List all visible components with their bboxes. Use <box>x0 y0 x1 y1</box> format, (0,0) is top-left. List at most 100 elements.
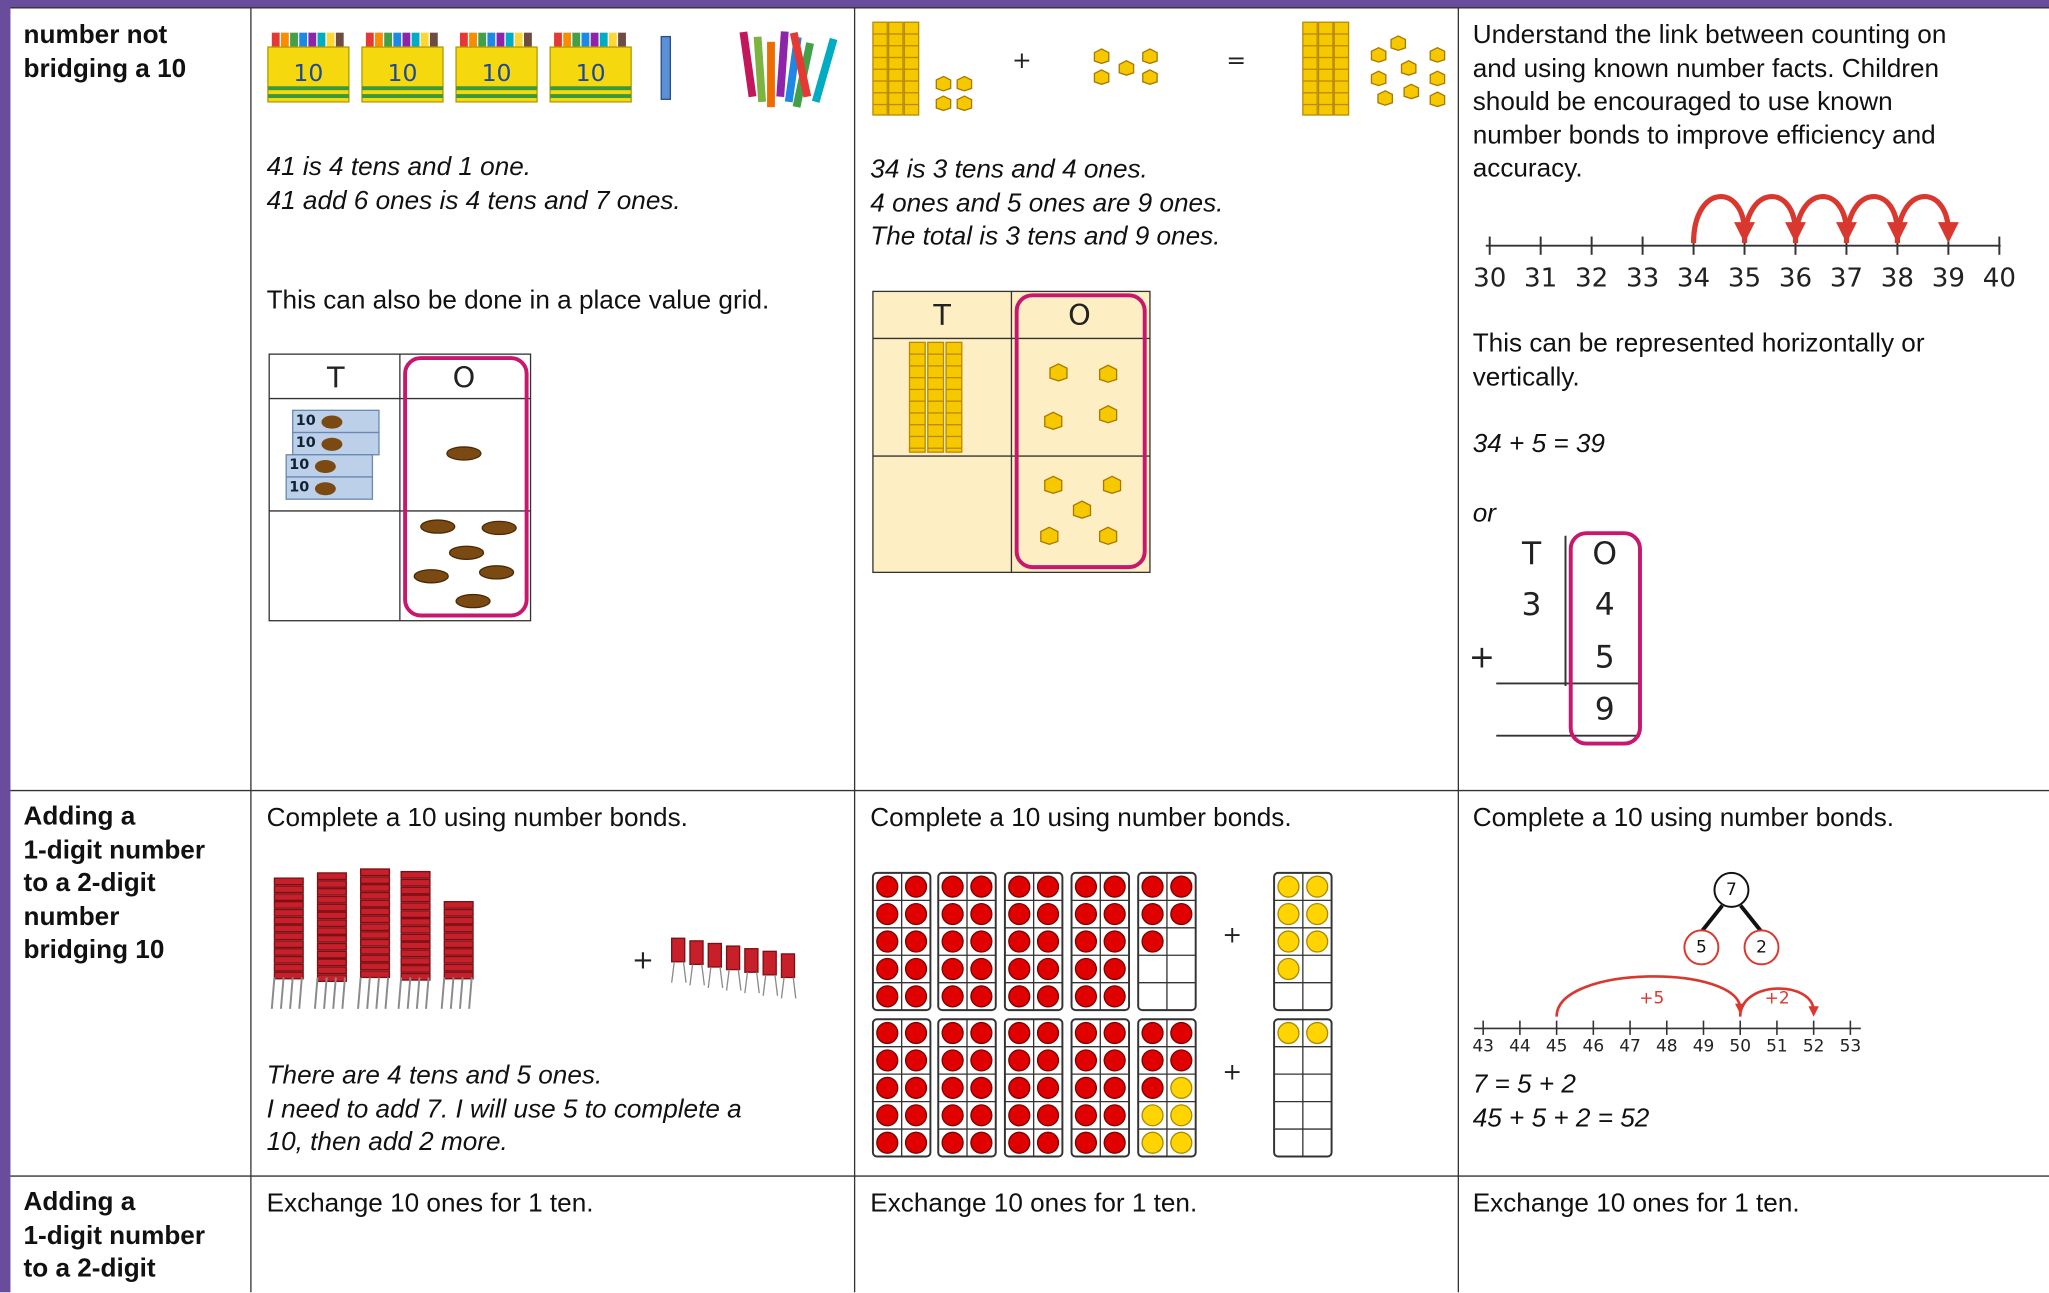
chair-back <box>273 948 304 956</box>
counter <box>1008 985 1031 1008</box>
number-label: 38 <box>1881 263 1914 293</box>
number-label: 32 <box>1575 263 1608 293</box>
chair-leg <box>792 977 797 999</box>
chair-back <box>273 885 304 894</box>
jump-arrow <box>1555 975 1746 1017</box>
tree-branch <box>1739 904 1764 933</box>
chair-back <box>360 884 391 892</box>
counter <box>1074 957 1098 981</box>
unit-cube <box>1098 405 1118 424</box>
chair-back <box>360 954 391 963</box>
ten-rod <box>927 341 945 453</box>
italic-line: The total is 3 tens and 9 ones. <box>870 222 1221 251</box>
chair-leg <box>298 977 303 1009</box>
counter <box>1074 930 1098 953</box>
unit-cube <box>1040 526 1059 545</box>
counter <box>904 1131 928 1154</box>
crayon-label: 10 <box>576 59 606 87</box>
number-label: 45 <box>1546 1037 1568 1057</box>
counter <box>1141 902 1164 926</box>
number-label: 48 <box>1656 1037 1678 1057</box>
chair-leg <box>279 977 285 1009</box>
counter <box>970 1021 993 1045</box>
crayon-tip <box>402 32 411 51</box>
unit-cube <box>1072 500 1092 519</box>
chair-leg <box>449 977 455 1009</box>
box-stripe <box>456 86 538 91</box>
chair-leg <box>415 977 421 1009</box>
tree-node <box>1683 929 1720 966</box>
equation: 7 = 5 + 2 <box>1472 1070 1576 1099</box>
chair-back <box>273 955 304 964</box>
small-chair <box>780 953 796 979</box>
crayon-tip <box>505 32 514 51</box>
counter <box>1277 930 1300 953</box>
unit-cube <box>1118 60 1135 76</box>
counter <box>314 482 336 496</box>
counter <box>1036 1104 1060 1127</box>
box-stripe <box>267 86 349 91</box>
counter <box>1103 1104 1126 1127</box>
chair-leg <box>725 969 730 991</box>
counter <box>941 1131 964 1154</box>
unit-cube <box>935 95 952 112</box>
counter <box>1008 1076 1031 1099</box>
number-label: 49 <box>1693 1037 1715 1057</box>
jump-arrow <box>1690 194 1755 244</box>
counter <box>904 875 928 898</box>
chair-back <box>316 872 347 881</box>
counter <box>1074 985 1098 1008</box>
counter <box>1074 1076 1098 1099</box>
counter <box>1103 1049 1126 1072</box>
number-label: 35 <box>1728 263 1761 293</box>
crayon-tip <box>290 32 298 51</box>
chair-back <box>273 916 304 925</box>
cell-text: Complete a 10 using number bonds. <box>1472 803 1895 833</box>
crayon-tip <box>459 32 468 51</box>
unit-cube <box>956 95 973 112</box>
unit-cube <box>1400 60 1417 76</box>
counter <box>904 985 928 1008</box>
chair-back <box>360 907 391 916</box>
crayon-tip <box>487 32 496 51</box>
chair-leg <box>774 974 779 996</box>
counter <box>1277 1021 1300 1045</box>
chair-back <box>360 899 391 908</box>
chair-back <box>400 941 431 950</box>
unit-cube <box>1370 46 1387 63</box>
crayon-label: 10 <box>482 59 512 87</box>
crayon <box>739 31 757 98</box>
counter <box>1074 1021 1098 1045</box>
unit-cube <box>1093 48 1110 65</box>
operator: + <box>632 945 654 975</box>
chair-back <box>360 868 391 877</box>
chair-back <box>443 932 474 941</box>
paragraph-line: This can be represented horizontally or <box>1472 329 1925 359</box>
chair-back <box>400 965 431 973</box>
counter <box>1141 930 1164 953</box>
counter <box>1170 902 1193 926</box>
chair-back <box>316 887 347 896</box>
operator: + <box>1012 46 1032 74</box>
counter <box>455 593 491 609</box>
chair-leg <box>425 977 430 1009</box>
chair-leg <box>357 977 362 1009</box>
counter <box>1306 902 1329 926</box>
chair-back <box>316 966 347 975</box>
crayon-tip <box>608 32 617 51</box>
crayon-tip <box>590 32 599 51</box>
number-label: 33 <box>1626 263 1659 293</box>
chair-back <box>360 915 391 924</box>
number-label: 39 <box>1932 263 1965 293</box>
chair-back <box>316 958 347 967</box>
unit-cube <box>1049 363 1068 382</box>
crayon-tip <box>514 32 523 51</box>
counter <box>904 1104 928 1127</box>
crayon-label: 10 <box>293 59 323 87</box>
paragraph-line: vertically. <box>1472 362 1580 392</box>
crayon-box <box>455 46 538 103</box>
counter <box>1170 875 1193 898</box>
number-label: 30 <box>1473 263 1506 293</box>
counter <box>1170 1131 1193 1154</box>
